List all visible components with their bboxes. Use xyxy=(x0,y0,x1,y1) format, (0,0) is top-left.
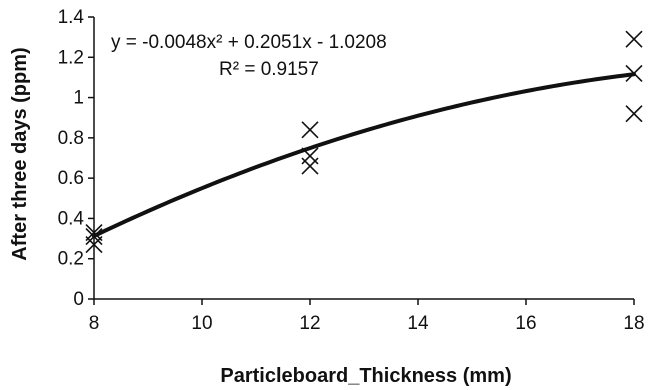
data-point-x-marker xyxy=(301,147,319,165)
x-tick-label: 14 xyxy=(407,313,429,334)
y-tick-label: 1.2 xyxy=(58,47,84,68)
y-tick-label: 0.2 xyxy=(58,249,84,270)
y-tick-label: 0.6 xyxy=(58,168,84,189)
x-tick-label: 18 xyxy=(623,313,644,334)
data-point-x-marker xyxy=(85,227,103,246)
data-points xyxy=(85,30,643,254)
data-point-x-marker xyxy=(85,236,103,254)
y-axis-title: After three days (ppm) xyxy=(9,47,31,260)
y-tick-label: 0 xyxy=(73,289,84,310)
trendline-equation: y = -0.0048x² + 0.2051x - 1.0208 xyxy=(111,32,387,53)
data-point-x-marker xyxy=(301,121,319,139)
x-axis-ticks: 8 10 12 14 16 18 xyxy=(89,299,645,334)
y-axis-ticks: 0 0.2 0.4 0.6 0.8 1 1.2 1.4 xyxy=(58,7,94,310)
y-tick-label: 0.4 xyxy=(58,208,85,229)
axes xyxy=(93,17,634,300)
x-tick-label: 10 xyxy=(191,313,212,334)
y-tick-label: 0.8 xyxy=(58,128,84,149)
x-tick-label: 8 xyxy=(89,313,100,334)
r-squared-label: R² = 0.9157 xyxy=(219,59,319,80)
data-point-x-marker xyxy=(625,30,643,48)
data-point-x-marker xyxy=(625,105,643,123)
x-axis-title: Particleboard_Thickness (mm) xyxy=(220,365,511,387)
trendline xyxy=(92,72,636,238)
x-tick-label: 12 xyxy=(299,313,320,334)
data-point-x-marker xyxy=(85,223,103,242)
y-tick-label: 1 xyxy=(73,88,84,109)
data-point-x-marker xyxy=(625,64,643,82)
y-tick-label: 1.4 xyxy=(58,7,85,28)
x-tick-label: 16 xyxy=(515,313,536,334)
